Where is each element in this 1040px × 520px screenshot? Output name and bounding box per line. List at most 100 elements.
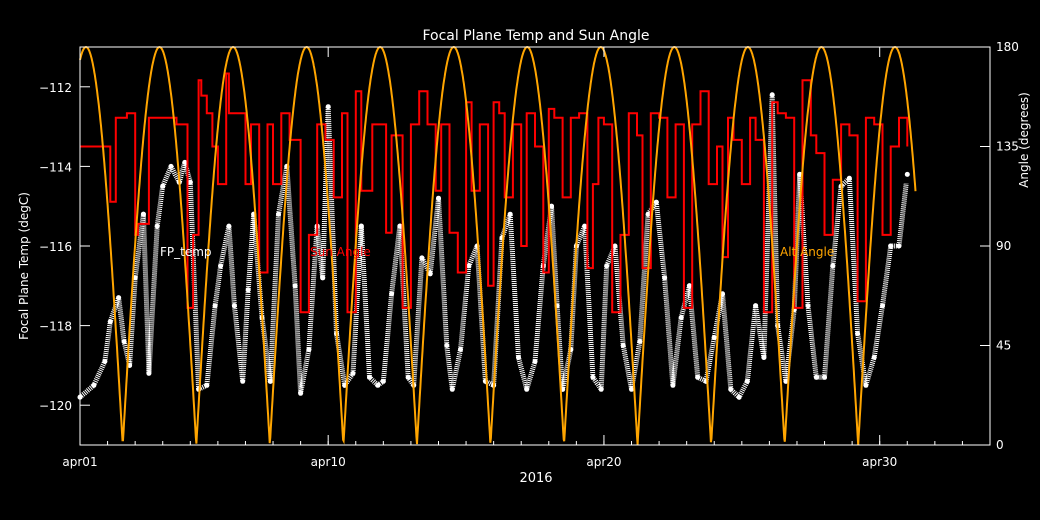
fp-temp-point xyxy=(645,211,651,217)
y-tick-label: −112 xyxy=(39,81,72,95)
y2-tick-label: 90 xyxy=(996,239,1011,253)
y-tick-label: −116 xyxy=(39,240,72,254)
fp-temp-point xyxy=(598,386,604,392)
fp-temp-point xyxy=(813,374,819,380)
fp-temp-point xyxy=(629,386,634,392)
fp-temp-point xyxy=(298,390,304,396)
fp-temp-point xyxy=(240,378,246,384)
fp-temp-point xyxy=(888,243,894,249)
x-tick-label: apr20 xyxy=(586,455,621,469)
fp-temp-point xyxy=(375,382,381,388)
fp-temp-point xyxy=(590,374,596,380)
fp-temp-point xyxy=(121,339,127,344)
fp-temp-point xyxy=(662,275,668,281)
x-tick-label: apr10 xyxy=(311,455,346,469)
fp-temp-point xyxy=(102,358,108,364)
fp-temp-point xyxy=(187,179,193,185)
fp-temp-point xyxy=(904,171,910,177)
fp-temp-point xyxy=(292,283,298,289)
fp-temp-point xyxy=(670,382,676,388)
fp-temp-point xyxy=(582,223,588,229)
fp-temp-point xyxy=(863,382,869,388)
chart-title: Focal Plane Temp and Sun Angle xyxy=(422,28,649,44)
fp-temp-point xyxy=(419,255,425,261)
y2-axis-label: Angle (degrees) xyxy=(1017,92,1031,188)
fp-temp-point xyxy=(306,347,312,352)
fp-temp-point xyxy=(107,319,113,325)
fp-temp-point xyxy=(653,199,659,205)
fp-temp-point xyxy=(458,347,463,352)
y-tick-label: −120 xyxy=(39,399,72,413)
fp-temp-point xyxy=(846,175,852,181)
fp-temp-point xyxy=(380,378,386,384)
fp-temp-point xyxy=(516,354,521,360)
legend-label: Alt Angle xyxy=(780,245,834,259)
fp-temp-point xyxy=(896,243,902,249)
fp-temp-point xyxy=(753,303,759,309)
fp-temp-point xyxy=(620,343,626,348)
fp-temp-point xyxy=(160,183,166,189)
fp-temp-point xyxy=(231,303,237,309)
fp-temp-point xyxy=(783,378,789,384)
y2-tick-label: 0 xyxy=(996,438,1004,452)
fp-temp-point xyxy=(116,295,122,301)
fp-temp-point xyxy=(744,378,750,384)
fp-temp-point xyxy=(444,343,450,348)
fp-temp-point xyxy=(427,271,433,277)
fp-temp-point xyxy=(736,394,742,400)
fp-temp-point xyxy=(350,370,356,376)
fp-temp-point xyxy=(549,203,554,209)
fp-temp-trace xyxy=(78,92,909,400)
fp-temp-point xyxy=(830,263,836,269)
fp-temp-point xyxy=(678,315,684,321)
axes: apr01 apr10 apr20 apr30 −112 −114 −116 −118 −120… xyxy=(39,40,1019,469)
fp-temp-point xyxy=(507,211,513,217)
fp-temp-point xyxy=(226,223,232,229)
fp-temp-point xyxy=(267,378,273,384)
x-tick-label: apr30 xyxy=(862,455,897,469)
fp-temp-point xyxy=(154,223,160,229)
sun-angle-line xyxy=(80,72,909,314)
fp-temp-point xyxy=(182,159,188,165)
y-axis-label: Focal Plane Temp (degC) xyxy=(17,192,31,340)
fp-temp-point xyxy=(805,303,811,309)
fp-temp-point xyxy=(320,275,326,281)
fp-temp-point xyxy=(276,211,281,217)
fp-temp-point xyxy=(218,263,224,269)
fp-temp-point xyxy=(880,303,885,309)
fp-temp-point xyxy=(604,263,610,269)
fp-temp-point xyxy=(436,195,441,201)
y-tick-label: −114 xyxy=(39,160,72,174)
fp-temp-point xyxy=(91,382,97,388)
fp-temp-point xyxy=(761,354,767,360)
plot-area xyxy=(77,45,917,446)
fp-temp-point xyxy=(871,354,877,360)
fp-temp-point xyxy=(245,287,251,293)
fp-temp-point xyxy=(325,104,331,110)
fp-temp-point xyxy=(769,92,775,98)
fp-temp-point xyxy=(822,374,827,380)
fp-temp-point xyxy=(212,303,218,309)
fp-temp-point xyxy=(855,331,861,337)
fp-temp-point xyxy=(397,223,403,229)
legend: FP_temp Sun Angle Alt Angle xyxy=(160,245,834,259)
y2-tick-label: 180 xyxy=(996,40,1019,54)
x-axis-label: 2016 xyxy=(519,471,552,486)
fp-temp-point xyxy=(637,339,643,344)
fp-temp-point xyxy=(711,335,717,340)
fp-temp-point xyxy=(449,386,455,392)
fp-temp-point xyxy=(367,374,372,380)
x-tick-label: apr01 xyxy=(62,455,97,469)
alt-angle-line xyxy=(79,45,917,446)
fp-temp-point xyxy=(695,374,701,380)
fp-temp-point xyxy=(389,291,395,297)
plot-frame xyxy=(79,46,991,446)
fp-temp-point xyxy=(358,223,364,229)
fp-temp-point xyxy=(532,358,538,364)
fp-temp-point xyxy=(797,171,803,177)
fp-temp-point xyxy=(140,211,146,217)
y2-tick-label: 45 xyxy=(996,339,1011,353)
fp-temp-point xyxy=(132,275,138,281)
fp-temp-point xyxy=(204,382,210,388)
